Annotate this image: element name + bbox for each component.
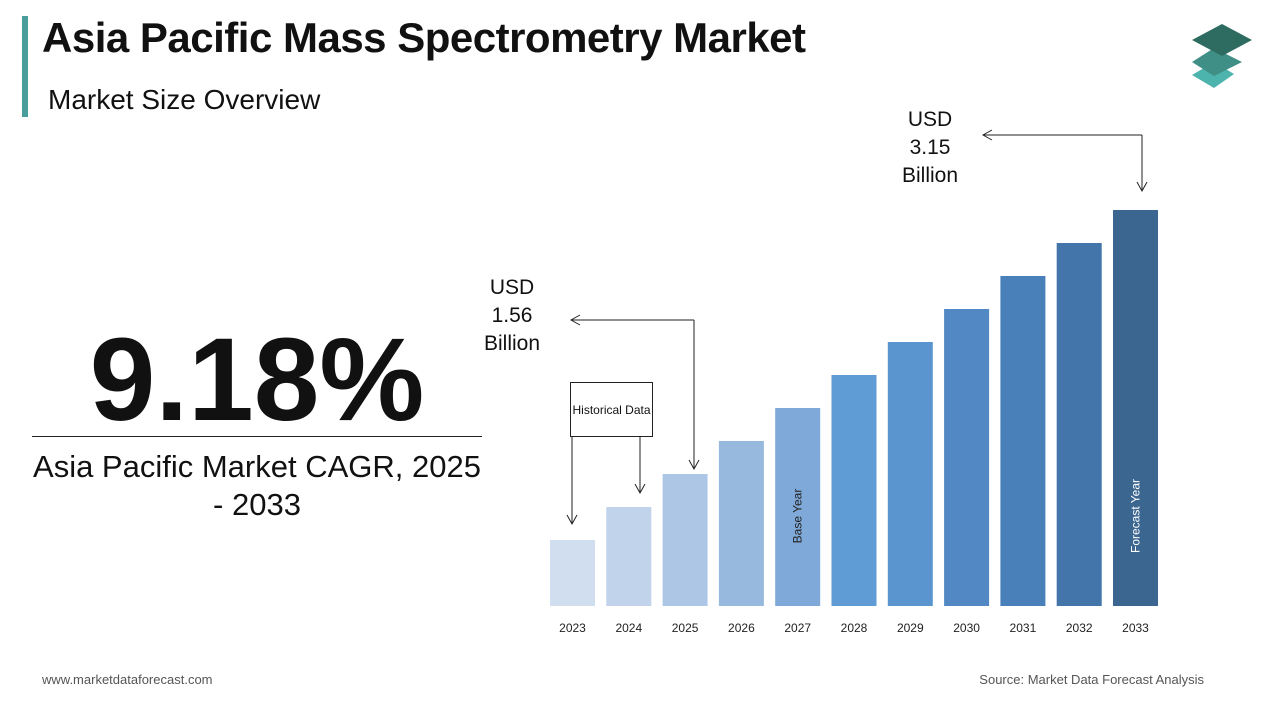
page-subtitle: Market Size Overview (48, 84, 321, 115)
title-accent-bar (22, 16, 28, 117)
x-tick-label: 2033 (1122, 621, 1149, 635)
bar-2032 (1056, 243, 1102, 606)
bar-2025 (662, 474, 708, 606)
x-tick-label: 2027 (784, 621, 811, 635)
x-tick-label: 2028 (841, 621, 868, 635)
cagr-label: Asia Pacific Market CAGR, 2025 - 2033 (33, 449, 481, 522)
bar-2027 (775, 408, 821, 606)
start-value-annotation: USD 1.56 Billion (483, 276, 541, 355)
arrow-1-line (569, 314, 700, 471)
x-tick-label: 2025 (672, 621, 699, 635)
page-title: Asia Pacific Mass Spectrometry Market (42, 14, 806, 61)
bar-2023 (550, 540, 595, 606)
bar-label-2027: Base Year (791, 489, 805, 544)
source-note: Source: Market Data Forecast Analysis (979, 672, 1204, 687)
historical-arrows (566, 436, 646, 526)
historical-data-label: Historical Data (572, 402, 651, 417)
bar-2033 (1113, 210, 1158, 606)
x-tick-label: 2024 (615, 621, 642, 635)
bar-2028 (831, 375, 877, 606)
x-tick-label: 2030 (953, 621, 980, 635)
arrow-2-line (981, 129, 1148, 193)
bar-2029 (887, 342, 933, 606)
x-tick-label: 2029 (897, 621, 924, 635)
x-tick-label: 2032 (1066, 621, 1093, 635)
x-tick-label: 2023 (559, 621, 586, 635)
historical-data-box: Historical Data (570, 382, 653, 437)
stacked-layers-icon (1192, 24, 1252, 88)
x-tick-label: 2026 (728, 621, 755, 635)
website-link[interactable]: www.marketdataforecast.com (42, 672, 213, 687)
bar-2024 (606, 507, 652, 606)
cagr-value: 9.18% (89, 314, 425, 446)
end-value-annotation: USD 3.15 Billion (901, 108, 959, 187)
bar-2031 (1000, 276, 1046, 606)
divider (32, 436, 482, 437)
bar-label-2033: Forecast Year (1129, 479, 1143, 553)
bar-2026 (718, 441, 764, 606)
bar-2030 (944, 309, 990, 606)
x-tick-label: 2031 (1010, 621, 1037, 635)
